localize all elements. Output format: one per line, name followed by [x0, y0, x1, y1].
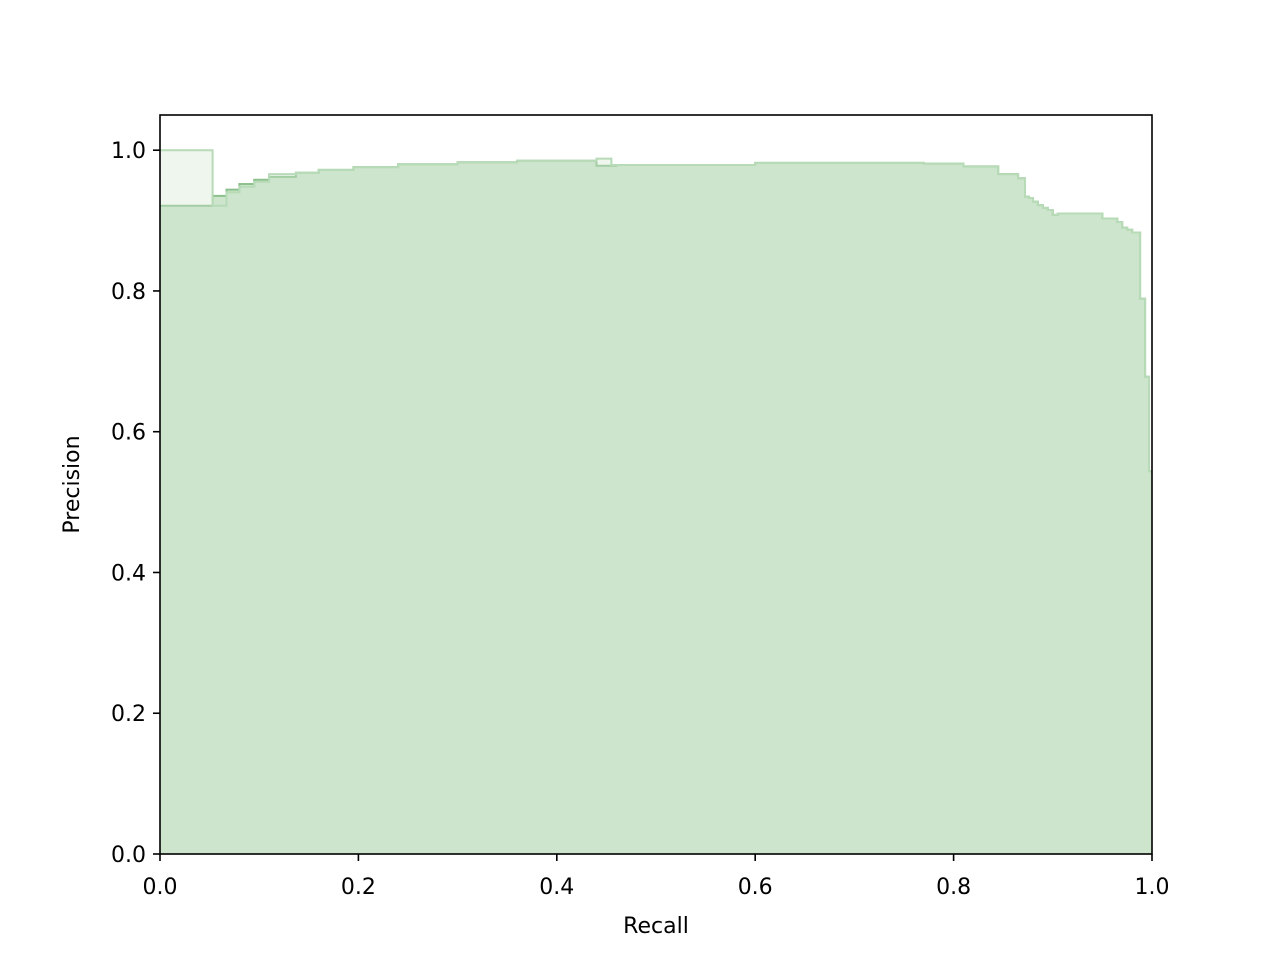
- y-tick-label: 0.0: [111, 843, 146, 868]
- y-tick-label: 0.4: [111, 561, 146, 586]
- y-axis-label: Precision: [60, 435, 85, 533]
- series-2-area: [160, 150, 1152, 854]
- series-2-line: [160, 149, 1152, 473]
- axis-ticks: 0.0 0.2 0.4 0.6 0.8 1.0 0.0 0.2 0.4 0.6 0.8 1.0: [111, 139, 1170, 900]
- x-tick-label: 1.0: [1135, 875, 1170, 900]
- x-tick-label: 0.6: [738, 875, 773, 900]
- y-tick-label: 1.0: [111, 139, 146, 164]
- plot-area: [160, 149, 1152, 854]
- y-tick-label: 0.8: [111, 280, 146, 305]
- x-axis-label: Recall: [623, 914, 689, 939]
- x-tick-label: 0.0: [143, 875, 178, 900]
- y-tick-label: 0.6: [111, 421, 146, 446]
- axes-frame: [159, 114, 1153, 855]
- series-1-area: [160, 160, 1152, 854]
- x-tick-label: 0.2: [341, 875, 376, 900]
- x-tick-label: 0.4: [539, 875, 574, 900]
- x-tick-label: 0.8: [936, 875, 971, 900]
- y-tick-label: 0.2: [111, 702, 146, 727]
